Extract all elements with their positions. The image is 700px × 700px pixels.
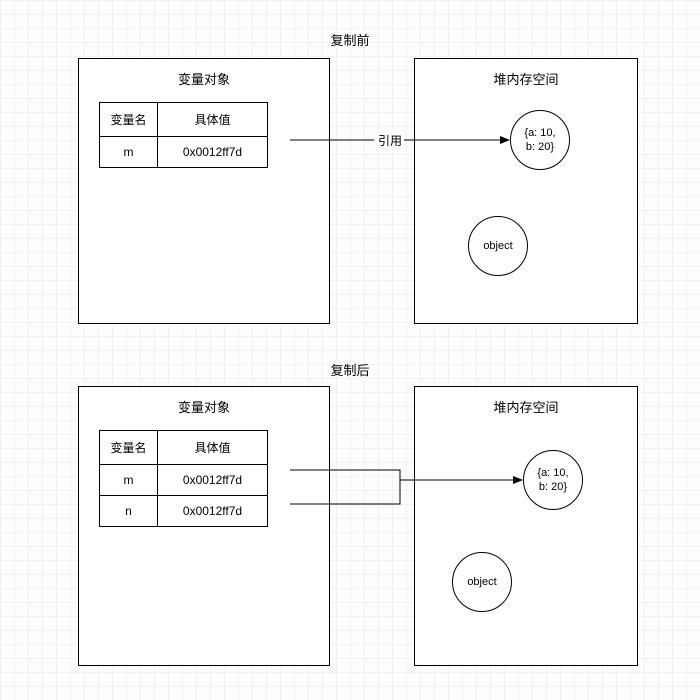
cell-varvalue: 0x0012ff7d bbox=[158, 496, 268, 527]
cell-varvalue: 0x0012ff7d bbox=[158, 137, 268, 168]
cell-varname: m bbox=[100, 137, 158, 168]
var-table-before: 变量名 具体值 m 0x0012ff7d bbox=[99, 102, 268, 168]
th-name: 变量名 bbox=[100, 103, 158, 137]
cell-varname: m bbox=[100, 465, 158, 496]
var-panel-title-after: 变量对象 bbox=[79, 397, 329, 416]
heap-object-circle: object bbox=[452, 552, 512, 612]
var-panel-title-before: 变量对象 bbox=[79, 69, 329, 88]
table-row: m 0x0012ff7d bbox=[100, 137, 268, 168]
var-panel-before: 变量对象 变量名 具体值 m 0x0012ff7d bbox=[78, 58, 330, 324]
th-value: 具体值 bbox=[158, 103, 268, 137]
section-title-after: 复制后 bbox=[300, 360, 400, 379]
th-name: 变量名 bbox=[100, 431, 158, 465]
cell-varname: n bbox=[100, 496, 158, 527]
th-value: 具体值 bbox=[158, 431, 268, 465]
heap-panel-after: 堆内存空间 bbox=[414, 386, 638, 666]
var-panel-after: 变量对象 变量名 具体值 m 0x0012ff7d n 0x0012ff7d bbox=[78, 386, 330, 666]
table-row: m 0x0012ff7d bbox=[100, 465, 268, 496]
heap-panel-title-before: 堆内存空间 bbox=[415, 69, 637, 88]
heap-object-circle: {a: 10, b: 20} bbox=[523, 450, 583, 510]
heap-object-circle: object bbox=[468, 216, 528, 276]
arrow-label-reference: 引用 bbox=[376, 132, 404, 149]
circle-text: {a: 10, b: 20} bbox=[537, 466, 568, 495]
heap-object-circle: {a: 10, b: 20} bbox=[510, 110, 570, 170]
heap-panel-before: 堆内存空间 bbox=[414, 58, 638, 324]
circle-text: object bbox=[467, 575, 496, 589]
heap-panel-title-after: 堆内存空间 bbox=[415, 397, 637, 416]
circle-text: {a: 10, b: 20} bbox=[524, 126, 555, 155]
circle-text: object bbox=[483, 239, 512, 253]
section-title-before: 复制前 bbox=[300, 30, 400, 49]
var-table-after: 变量名 具体值 m 0x0012ff7d n 0x0012ff7d bbox=[99, 430, 268, 527]
cell-varvalue: 0x0012ff7d bbox=[158, 465, 268, 496]
table-row: n 0x0012ff7d bbox=[100, 496, 268, 527]
